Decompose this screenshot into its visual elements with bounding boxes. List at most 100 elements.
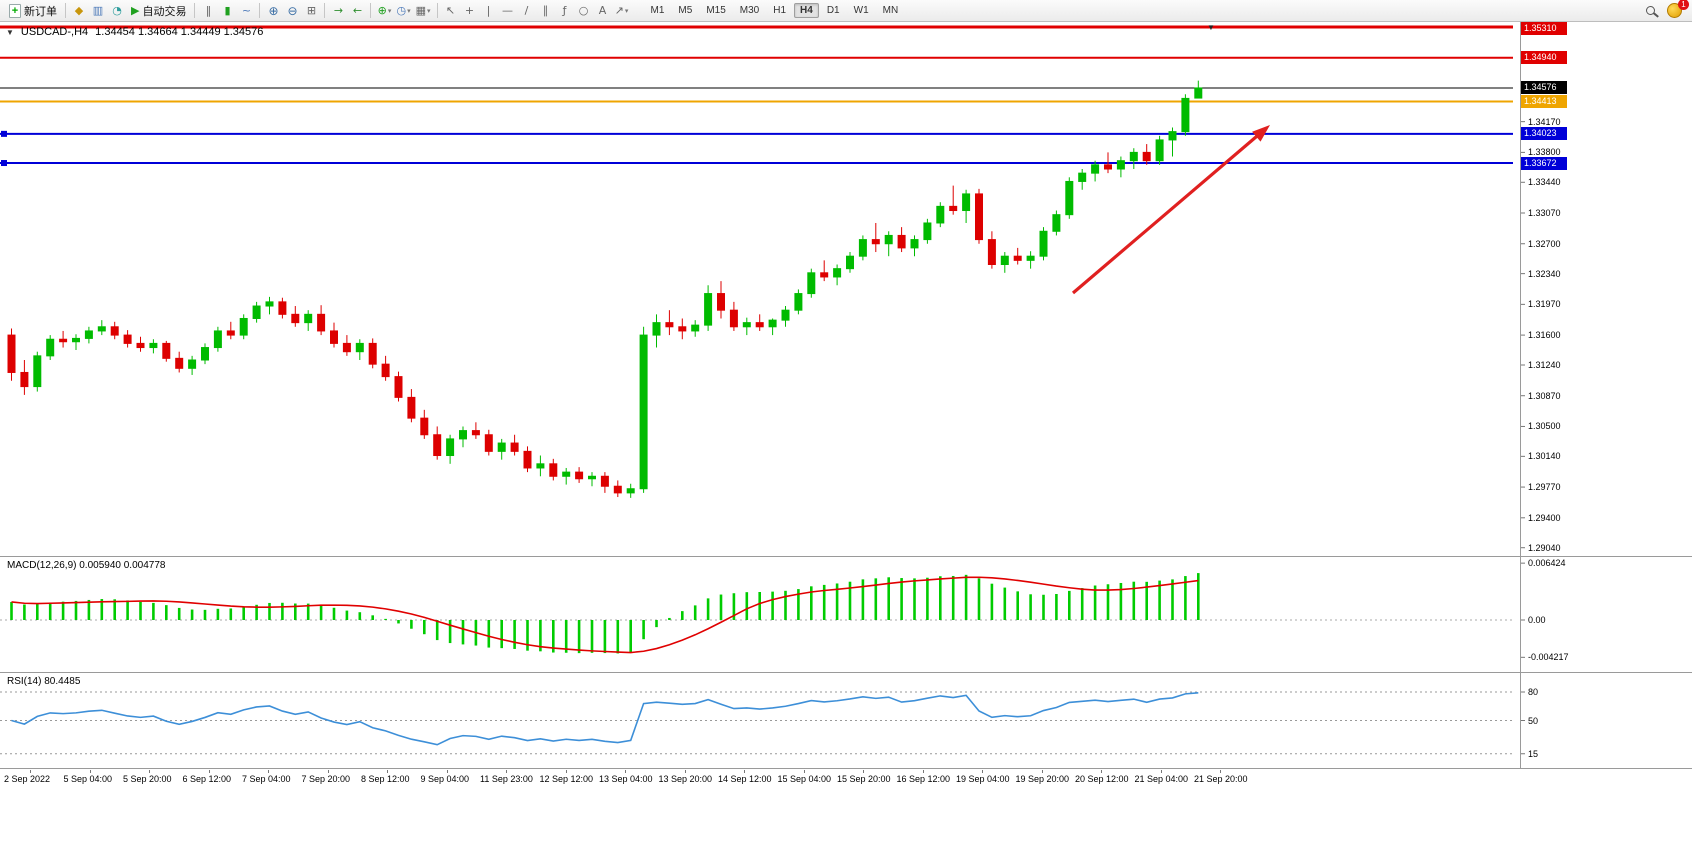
- autotrading-button[interactable]: ▶ 自动交易: [127, 2, 190, 20]
- candle: [278, 301, 287, 315]
- hline-handle[interactable]: [1, 160, 7, 167]
- time-label: 2 Sep 2022: [4, 774, 51, 784]
- candle: [1078, 172, 1087, 182]
- crosshair-icon: +: [464, 3, 475, 17]
- candle: [717, 293, 725, 311]
- notifications-button[interactable]: 1: [1667, 0, 1689, 19]
- candle: [820, 272, 829, 278]
- candle: [1000, 255, 1009, 266]
- pane-separator[interactable]: [0, 556, 1692, 557]
- trend-arrow-line[interactable]: [1071, 130, 1264, 295]
- candle: [110, 326, 119, 336]
- timeframe-h4-button[interactable]: H4: [794, 3, 819, 18]
- timeframe-m15-button[interactable]: M15: [706, 5, 726, 16]
- candle: [97, 326, 106, 332]
- zoom-in-button[interactable]: ⊕: [264, 2, 282, 20]
- candle: [20, 371, 29, 388]
- template-button[interactable]: ▦ ▾: [414, 2, 433, 20]
- indicators-button[interactable]: ⊕ ▾: [375, 2, 393, 20]
- rsi-indicator-pane[interactable]: [0, 673, 1692, 768]
- timeframe-toolbar: M1 M5 M15 M30 H1 H4 D1 W1 MN: [644, 3, 906, 18]
- chart-shift-button[interactable]: ←: [348, 2, 366, 20]
- tile-windows-button[interactable]: ⊞: [302, 2, 320, 20]
- candle: [949, 205, 958, 212]
- trendline-tool-button[interactable]: /: [518, 2, 536, 20]
- data-window-button[interactable]: ▥: [89, 2, 107, 20]
- history-center-button[interactable]: ◔: [108, 2, 126, 20]
- text-tool-button[interactable]: A: [594, 2, 612, 20]
- auto-scroll-button[interactable]: →: [329, 2, 347, 20]
- candle: [910, 239, 919, 249]
- new-order-icon: +: [9, 3, 21, 18]
- zoom-out-button[interactable]: ⊖: [283, 2, 301, 20]
- candle: [652, 322, 661, 336]
- candle: [975, 193, 983, 241]
- rsi-label: RSI(14) 80.4485: [7, 676, 81, 687]
- hline-handle[interactable]: [1, 130, 7, 137]
- fibonacci-tool-button[interactable]: ƒ: [556, 2, 574, 20]
- time-tick: [208, 770, 210, 773]
- period-button[interactable]: ◷ ▾: [394, 2, 412, 20]
- crosshair-tool-button[interactable]: +: [461, 2, 479, 20]
- candle: [987, 239, 996, 266]
- bar-chart-button[interactable]: ‖: [199, 2, 217, 20]
- candle: [923, 222, 932, 241]
- candle: [665, 322, 674, 328]
- candle: [136, 342, 145, 349]
- toolbar-separator: [194, 3, 196, 18]
- candle: [523, 450, 532, 469]
- pane-separator[interactable]: [0, 672, 1692, 673]
- timeframe-m1-button[interactable]: M1: [650, 5, 665, 16]
- timeframe-m5-button[interactable]: M5: [678, 5, 693, 16]
- candlestick-chart-button[interactable]: ▮: [218, 2, 236, 20]
- macd-indicator-pane[interactable]: [0, 557, 1692, 671]
- time-tick: [30, 770, 31, 773]
- chart-menu-icon[interactable]: ▼: [6, 27, 14, 37]
- fibonacci-icon: ƒ: [562, 3, 567, 17]
- main-toolbar: + 新订单 ◆ ▥ ◔ ▶ 自动交易 ‖ ▮ ~ ⊕ ⊖ ⊞ → ← ⊕ ▾ ◷ ▾…: [0, 0, 1692, 22]
- timeframe-m30-button[interactable]: M30: [739, 5, 760, 16]
- candle: [704, 293, 713, 326]
- timeframe-d1-button[interactable]: D1: [826, 5, 840, 16]
- chevron-down-icon: ▾: [387, 7, 392, 15]
- candle: [123, 334, 132, 344]
- candle: [201, 347, 209, 361]
- candle: [497, 442, 506, 452]
- trend-arrow-head[interactable]: [1252, 125, 1270, 142]
- candle: [588, 475, 596, 480]
- arrow-tool-button[interactable]: ↗ ▾: [613, 2, 631, 20]
- shapes-tool-button[interactable]: ○: [575, 2, 593, 20]
- tile-windows-icon: ⊞: [306, 3, 317, 17]
- time-tick: [863, 770, 864, 773]
- time-tick: [1041, 770, 1043, 773]
- new-order-button[interactable]: + 新订单: [5, 2, 61, 20]
- search-button[interactable]: [1641, 2, 1659, 20]
- main-price-chart[interactable]: [0, 22, 1692, 556]
- search-icon: [1645, 6, 1655, 15]
- candle: [394, 376, 403, 398]
- trendline-icon: /: [524, 3, 529, 17]
- candle: [1065, 180, 1074, 216]
- horizontal-line-tool-button[interactable]: —: [499, 2, 517, 20]
- candle: [884, 234, 893, 245]
- cursor-tool-button[interactable]: ↖: [442, 2, 460, 20]
- channel-icon: ∥: [542, 3, 549, 17]
- time-tick: [268, 770, 269, 773]
- time-label: 7 Sep 20:00: [301, 774, 351, 784]
- time-label: 7 Sep 04:00: [242, 774, 291, 784]
- timeframe-mn-button[interactable]: MN: [882, 5, 899, 16]
- clock-icon: ◷: [396, 3, 407, 17]
- time-label: 21 Sep 20:00: [1194, 774, 1248, 784]
- vertical-line-tool-button[interactable]: |: [480, 2, 498, 20]
- toolbar-separator: [65, 3, 66, 18]
- time-tick: [327, 770, 329, 773]
- line-chart-button[interactable]: ~: [237, 2, 255, 20]
- timeframe-h1-button[interactable]: H1: [773, 5, 787, 16]
- time-tick: [149, 770, 150, 773]
- pane-separator: [0, 768, 1692, 769]
- candle: [1039, 230, 1048, 257]
- timeframe-w1-button[interactable]: W1: [853, 5, 869, 16]
- channel-tool-button[interactable]: ∥: [537, 2, 555, 20]
- time-label: 15 Sep 04:00: [777, 774, 832, 784]
- market-watch-button[interactable]: ◆: [70, 2, 88, 20]
